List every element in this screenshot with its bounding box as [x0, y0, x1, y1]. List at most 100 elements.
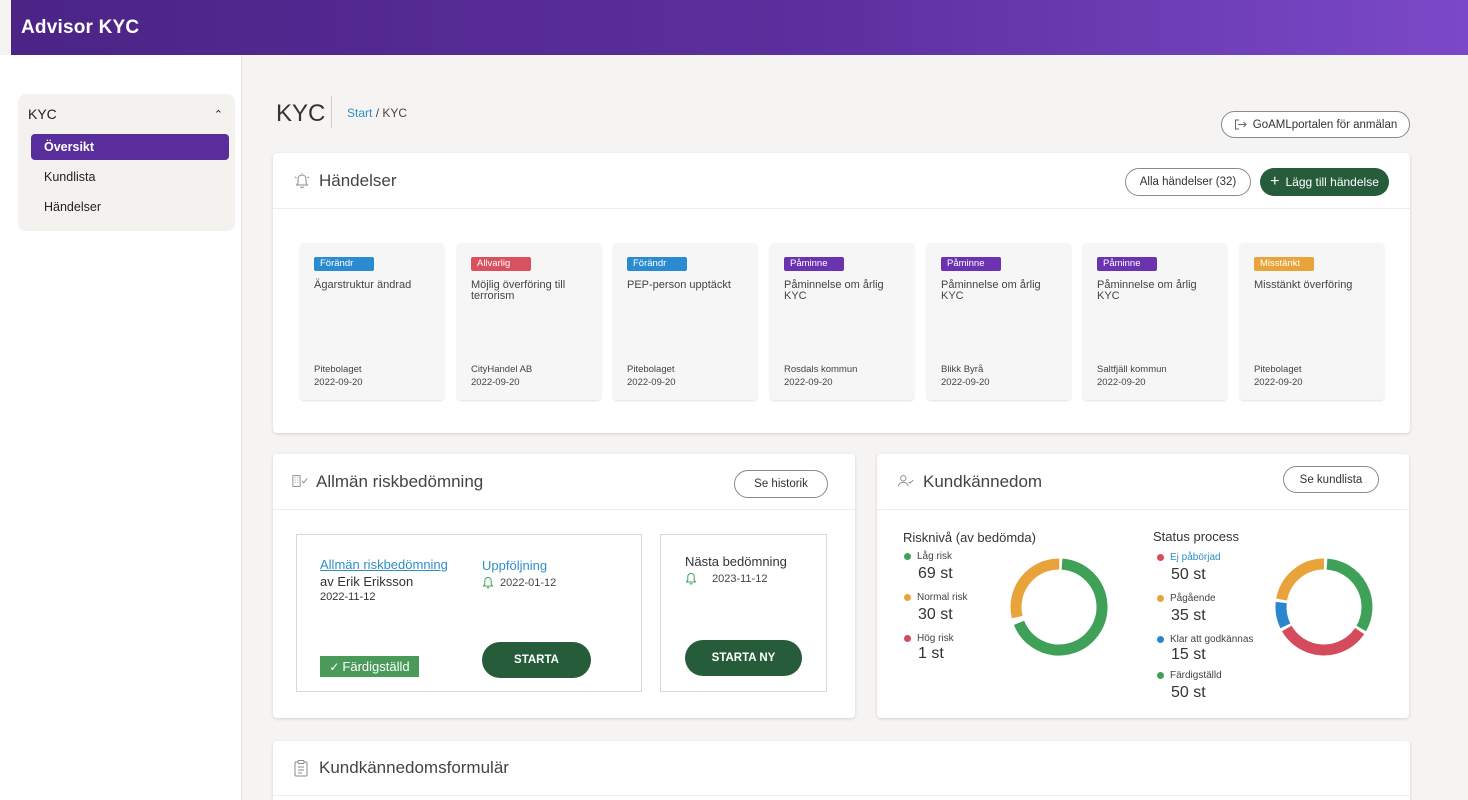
chevron-up-icon: ⌃: [213, 108, 223, 121]
page-title: KYC: [276, 100, 326, 127]
top-bar: Advisor KYC: [11, 0, 1468, 55]
kyc-card: Kundkännedom: [877, 454, 1409, 718]
followup-date: 2022-01-12: [500, 576, 557, 589]
legend-item: Pågående: [1157, 593, 1216, 604]
legend-dot: [1157, 672, 1164, 679]
event-tag: Påminne: [1097, 257, 1157, 271]
legend-dot: [904, 635, 911, 642]
event-card[interactable]: Allvarlig Möjlig överföring till terroris…: [457, 243, 601, 400]
event-footer: Pitebolaget 2022-09-20: [1254, 363, 1303, 389]
all-events-button[interactable]: Alla händelser (32): [1125, 168, 1251, 196]
start-new-button[interactable]: STARTA NY: [685, 640, 802, 676]
breadcrumb: Start / KYC: [347, 106, 407, 120]
event-date: 2022-09-20: [1097, 377, 1146, 388]
user-check-icon: [897, 473, 915, 491]
sidebar-section-label: KYC: [28, 106, 57, 122]
next-assessment-row: 2023-11-12: [685, 572, 767, 585]
legend-dot: [1157, 554, 1164, 561]
legend-dot: [1157, 636, 1164, 643]
donut-segment: [1276, 558, 1325, 601]
donut-segment: [1010, 558, 1060, 619]
bell-icon: [685, 572, 697, 585]
event-footer: Pitebolaget 2022-09-20: [314, 363, 363, 389]
title-divider: [331, 96, 332, 128]
risk-level-title: Risknivå (av bedömda): [903, 530, 1036, 545]
event-card[interactable]: Förändr Ägarstruktur ändrad Pitebolaget 202…: [300, 243, 444, 400]
followup-row: 2022-01-12: [482, 576, 556, 589]
event-tag: Påminne: [941, 257, 1001, 271]
event-client: Pitebolaget: [314, 364, 362, 375]
event-client: Rosdals kommun: [784, 364, 858, 375]
bell-icon: [482, 576, 494, 589]
add-event-label: Lägg till händelse: [1285, 175, 1379, 189]
event-date: 2022-09-20: [471, 377, 520, 388]
goaml-portal-button[interactable]: GoAMLportalen för anmälan: [1221, 111, 1410, 138]
event-card[interactable]: Förändr PEP-person upptäckt Pitebolaget 202…: [613, 243, 757, 400]
sidebar-item-kundlista[interactable]: Kundlista: [44, 170, 96, 184]
event-date: 2022-09-20: [941, 377, 990, 388]
see-history-button[interactable]: Se historik: [734, 470, 828, 498]
legend-value: 50 st: [1171, 566, 1206, 583]
legend-value: 50 st: [1171, 684, 1206, 701]
sidebar-item-oversikt[interactable]: Översikt: [31, 134, 229, 160]
event-card[interactable]: Påminne Påminnelse om årlig KYC Rosdals ko…: [770, 243, 914, 400]
all-events-label: Alla händelser (32): [1139, 176, 1237, 188]
legend-label: Färdigställd: [1170, 670, 1222, 681]
risk-card-header: Allmän riskbedömning: [273, 454, 855, 510]
event-footer: CityHandel AB 2022-09-20: [471, 363, 532, 389]
see-client-list-label: Se kundlista: [1299, 473, 1363, 486]
clipboard-icon: [293, 759, 311, 777]
next-assessment-label: Nästa bedömning: [685, 554, 787, 569]
see-history-label: Se historik: [754, 478, 808, 490]
event-tag: Förändr: [314, 257, 374, 271]
status-donut-chart: [1275, 558, 1373, 656]
legend-item: Färdigställd: [1157, 670, 1222, 681]
donut-segment: [1013, 558, 1108, 656]
plus-icon: +: [1270, 173, 1280, 190]
legend-value: 15 st: [1171, 646, 1206, 663]
event-client: Blikk Byrå: [941, 364, 984, 375]
legend-dot: [904, 594, 911, 601]
event-card[interactable]: Misstänkt Misstänkt överföring Pitebolaget…: [1240, 243, 1384, 400]
legend-item: Normal risk: [904, 592, 968, 603]
followup-label: Uppföljning: [482, 558, 548, 573]
event-date: 2022-09-20: [627, 377, 676, 388]
event-date: 2022-09-20: [784, 377, 833, 388]
start-button[interactable]: STARTA: [482, 642, 591, 678]
event-client: Pitebolaget: [627, 364, 675, 375]
event-card[interactable]: Påminne Påminnelse om årlig KYC Blikk Byrå…: [927, 243, 1071, 400]
see-client-list-button[interactable]: Se kundlista: [1283, 466, 1379, 493]
check-icon: ✓: [329, 659, 340, 674]
event-card[interactable]: Påminne Påminnelse om årlig KYC Saltfjäll …: [1083, 243, 1227, 400]
kyc-form-title: Kundkännedomsformulär: [319, 758, 509, 777]
legend-value: 30 st: [918, 606, 953, 623]
add-event-button[interactable]: + Lägg till händelse: [1260, 168, 1389, 196]
donut-segment: [1275, 601, 1291, 629]
kyc-form-header: Kundkännedomsformulär: [273, 741, 1410, 796]
legend-label: Klar att godkännas: [1170, 634, 1254, 645]
app-title: Advisor KYC: [21, 16, 140, 38]
assessment-link[interactable]: Allmän riskbedömning: [320, 557, 448, 572]
sidebar-nav: KYC ⌃ Översikt Kundlista Händelser: [18, 94, 235, 231]
sidebar-item-handelser[interactable]: Händelser: [44, 200, 101, 214]
legend-label: Låg risk: [917, 551, 953, 562]
breadcrumb-start-link[interactable]: Start: [347, 106, 373, 120]
sidebar-section-kyc[interactable]: KYC ⌃: [18, 94, 235, 134]
bell-icon: [293, 172, 311, 190]
building-check-icon: [292, 473, 310, 491]
events-title: Händelser: [319, 170, 397, 190]
event-title: PEP-person upptäckt: [627, 279, 731, 291]
event-footer: Saltfjäll kommun 2022-09-20: [1097, 363, 1167, 389]
legend-value: 1 st: [918, 645, 944, 662]
event-tag: Misstänkt: [1254, 257, 1314, 271]
legend-value: 69 st: [918, 565, 953, 582]
event-client: Pitebolaget: [1254, 364, 1302, 375]
legend-value: 35 st: [1171, 607, 1206, 624]
event-footer: Pitebolaget 2022-09-20: [627, 363, 676, 389]
external-link-icon: [1234, 119, 1247, 130]
event-footer: Blikk Byrå 2022-09-20: [941, 363, 990, 389]
legend-label: Hög risk: [917, 633, 954, 644]
legend-dot: [1157, 595, 1164, 602]
goaml-portal-label: GoAMLportalen för anmälan: [1252, 118, 1398, 131]
legend-item[interactable]: Ej påbörjad: [1157, 552, 1221, 563]
